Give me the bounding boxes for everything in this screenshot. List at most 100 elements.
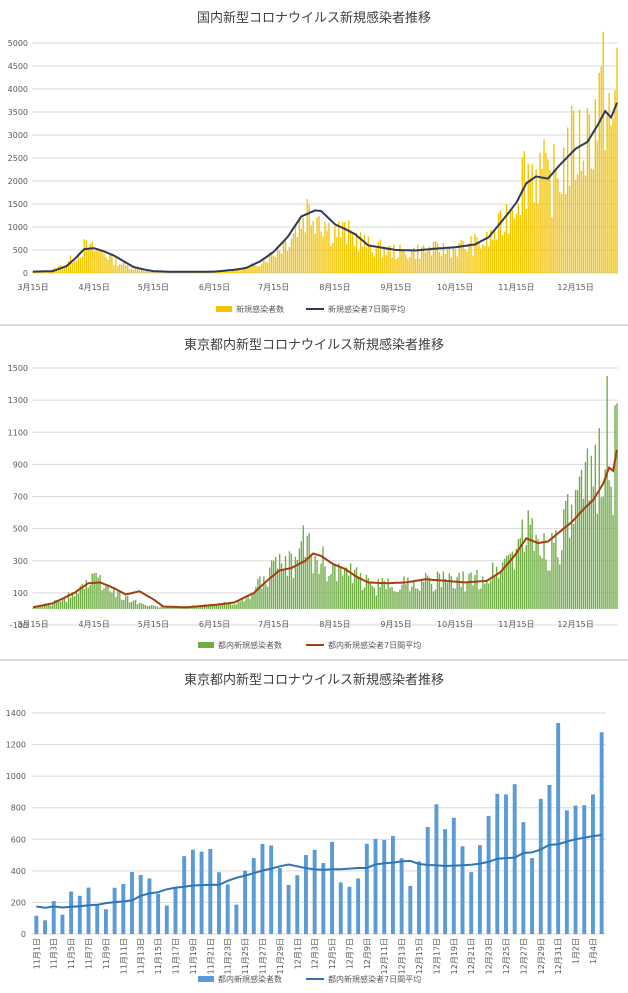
bar-daily (582, 805, 587, 934)
bar-daily (249, 264, 251, 273)
bar-daily (32, 607, 34, 609)
bar-daily (221, 603, 224, 609)
bar-daily (509, 209, 512, 273)
bar-daily (470, 572, 472, 609)
bar-daily (556, 722, 561, 934)
bar-daily (239, 270, 241, 273)
bar-daily (346, 567, 348, 609)
bar-daily (162, 607, 164, 609)
bar-daily (144, 270, 147, 273)
x-tick-label: 12月15日 (415, 938, 424, 974)
legend-label-bar: 都内新規感染者数 (218, 974, 282, 984)
bar-daily (308, 533, 310, 609)
bar-daily (75, 590, 78, 609)
bar-daily (55, 600, 58, 609)
bar-daily (576, 490, 579, 609)
bar-daily (340, 566, 342, 609)
bar-daily (42, 605, 44, 609)
bar-daily (371, 252, 374, 273)
x-tick-label: 12月1日 (293, 938, 302, 969)
x-tick-label: 5月15日 (138, 620, 169, 629)
bar-daily (442, 242, 445, 273)
bar-daily (464, 591, 466, 609)
bar-daily (413, 247, 415, 273)
bar-daily (117, 591, 119, 609)
y-tick-label: 4500 (8, 62, 28, 71)
bar-daily (503, 231, 506, 273)
bar-daily (454, 588, 456, 609)
bar-daily (217, 603, 220, 609)
bar-daily (389, 245, 391, 273)
y-tick-label: 1000 (8, 223, 28, 232)
bar-daily (377, 242, 379, 273)
bar-daily (290, 238, 293, 273)
bar-daily (486, 815, 491, 934)
bar-daily (324, 221, 326, 273)
bar-daily (284, 240, 287, 273)
x-tick-label: 12月19日 (450, 938, 459, 974)
x-tick-label: 12月23日 (485, 938, 494, 974)
bar-daily (419, 258, 421, 273)
line-series-average (32, 449, 618, 609)
bar-daily (208, 848, 213, 934)
bar-daily (606, 375, 608, 609)
legend: 新規感染者数 新規感染者7日間平均 (216, 304, 405, 314)
y-tick-label: 0 (21, 930, 26, 939)
bar-daily (148, 605, 151, 609)
bar-daily (292, 233, 295, 273)
bar-daily (286, 884, 291, 934)
bar-daily (249, 599, 251, 609)
bar-daily (582, 160, 585, 273)
bar-daily (557, 557, 559, 609)
x-tick-label: 11月21日 (206, 938, 215, 974)
bar-daily (146, 269, 149, 273)
bar-daily (241, 598, 243, 609)
bar-daily (538, 798, 543, 934)
bar-daily (286, 251, 289, 273)
bar-daily (543, 533, 545, 609)
bar-daily (590, 794, 595, 934)
bar-daily (61, 268, 64, 273)
bar-daily (243, 268, 245, 273)
bar-daily (112, 887, 117, 934)
bar-daily (282, 570, 285, 609)
bar-daily (353, 246, 356, 273)
bar-daily (519, 214, 522, 273)
bar-daily (63, 597, 66, 609)
bar-daily (438, 251, 441, 273)
bar-daily (598, 428, 600, 609)
bar-daily (334, 564, 336, 609)
bar-daily (89, 585, 91, 609)
bar-daily (486, 581, 488, 609)
bar-daily (530, 858, 535, 934)
bar-daily (115, 258, 117, 273)
bar-daily (523, 552, 525, 609)
bar-daily (223, 270, 226, 273)
bar-daily (322, 236, 324, 273)
bar-daily (89, 243, 91, 273)
bar-daily (588, 500, 591, 609)
bar-daily (521, 519, 523, 609)
bar-daily (436, 571, 439, 609)
bar-daily (614, 405, 616, 609)
bar-daily (79, 257, 82, 273)
bar-daily (415, 588, 417, 609)
bar-daily (95, 904, 100, 934)
axis-labels: 0 500 1000 1500 2000 2500 3000 3500 4000 4500 5000… (8, 39, 594, 292)
bar-daily (586, 448, 589, 609)
bar-daily (616, 403, 618, 609)
bar-daily (596, 513, 598, 609)
bar-daily (93, 251, 95, 273)
bar-daily (245, 598, 247, 609)
bar-daily (493, 230, 496, 273)
bar-daily (326, 230, 328, 273)
bar-daily (243, 601, 245, 609)
bar-daily (288, 246, 291, 273)
bar-daily (298, 548, 301, 609)
x-tick-label: 11月27日 (258, 938, 267, 974)
bar-daily (243, 870, 248, 934)
bar-daily (600, 497, 602, 609)
bar-series-daily (34, 722, 604, 934)
bar-daily (451, 817, 456, 934)
y-tick-label: 3000 (8, 131, 28, 140)
